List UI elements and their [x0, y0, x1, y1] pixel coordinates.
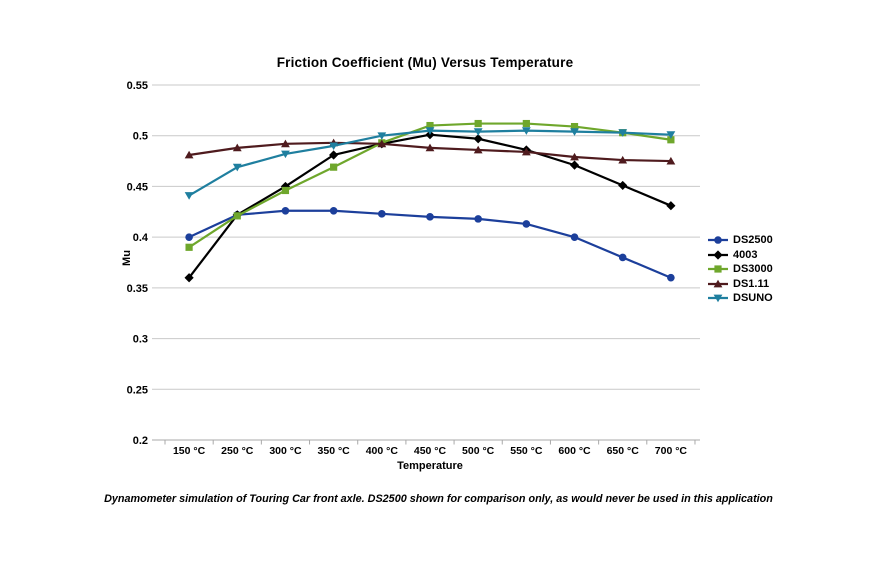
data-point-4003 [184, 273, 194, 283]
legend: DS2500 4003 DS3000 DS1.11 DSUNO [707, 233, 773, 306]
data-point-DS1.11 [473, 145, 483, 154]
data-point-DS1.11 [618, 155, 628, 164]
data-point-DS1.11 [232, 143, 242, 152]
legend-item-DS1.11: DS1.11 [707, 277, 773, 292]
x-axis-title: Temperature [397, 460, 463, 472]
data-point-DSUNO [425, 127, 435, 135]
data-point-DS3000 [330, 163, 338, 171]
data-point-DS1.11 [425, 143, 435, 152]
data-point-DS3000 [426, 121, 434, 130]
chart-title: Friction Coefficient (Mu) Versus Tempera… [276, 55, 574, 70]
y-tick-label: 0.5 [133, 131, 148, 143]
legend-marker-shape [714, 236, 722, 245]
legend-label: DS2500 [733, 234, 773, 247]
data-point-DS1.11 [281, 139, 290, 148]
data-point-DS2500 [426, 213, 434, 221]
legend-item-DS2500: DS2500 [707, 233, 773, 248]
legend-marker-shape [713, 250, 723, 260]
legend-marker-shape [713, 294, 723, 303]
data-point-DS2500 [281, 206, 290, 215]
data-point-DS3000 [570, 122, 579, 131]
legend-label: DS1.11 [733, 277, 770, 290]
y-tick-label: 0.25 [127, 384, 148, 396]
data-point-DS3000 [281, 186, 290, 195]
data-point-4003 [618, 180, 628, 191]
legend-marker-diamond-icon [708, 250, 728, 260]
data-point-DS1.11 [377, 139, 387, 148]
x-tick-label: 550 °C [510, 445, 543, 457]
data-point-4003 [473, 134, 483, 144]
series-line-4003 [187, 133, 672, 279]
data-point-DS3000 [185, 243, 193, 251]
legend-label: 4003 [733, 248, 758, 261]
legend-marker-shape [714, 265, 722, 273]
data-point-DSUNO [281, 150, 290, 159]
data-point-DSUNO [521, 127, 531, 135]
y-tick-label: 0.2 [133, 435, 148, 447]
legend-item-DS3000: DS3000 [707, 262, 773, 277]
data-point-DS3000 [474, 119, 482, 128]
data-point-DS1.11 [570, 152, 579, 161]
x-tick-label: 350 °C [318, 445, 351, 457]
data-point-DS2500 [378, 210, 386, 218]
data-point-DSUNO [232, 163, 242, 172]
x-tick-label: 700 °C [655, 445, 688, 457]
x-tick-label: 400 °C [366, 445, 399, 457]
legend-item-4003: 4003 [707, 248, 773, 263]
legend-label: DSUNO [733, 292, 773, 305]
data-point-4003 [666, 201, 676, 211]
data-point-DSUNO [473, 128, 483, 136]
x-tick-label: 150 °C [173, 445, 206, 457]
x-tick-label: 600 °C [558, 445, 591, 457]
legend-marker-square-icon [708, 265, 728, 273]
x-tick-label: 450 °C [414, 445, 447, 457]
data-point-DS1.11 [184, 150, 194, 159]
data-point-DS1.11 [521, 147, 531, 156]
data-point-DS2500 [618, 253, 627, 262]
data-point-DS3000 [522, 119, 530, 128]
x-tick-label: 300 °C [269, 445, 302, 457]
series-line-DS3000 [187, 122, 672, 249]
y-tick-label: 0.3 [133, 334, 148, 346]
y-tick-label: 0.35 [127, 283, 148, 295]
data-point-DS3000 [667, 136, 675, 144]
data-point-DSUNO [329, 142, 339, 151]
data-point-4003 [329, 150, 339, 160]
x-tick-label: 500 °C [462, 445, 495, 457]
data-point-DS2500 [185, 233, 193, 241]
legend-label: DS3000 [733, 263, 773, 276]
data-point-DSUNO [666, 131, 676, 139]
data-point-DS2500 [522, 220, 531, 228]
data-point-4003 [569, 160, 580, 170]
y-tick-label: 0.55 [127, 80, 148, 92]
x-tick-label: 650 °C [607, 445, 640, 457]
data-point-DS1.11 [666, 156, 676, 165]
series-line-DS2500 [187, 209, 672, 279]
legend-item-DSUNO: DSUNO [707, 291, 773, 306]
data-point-DS3000 [233, 212, 241, 220]
data-point-DSUNO [618, 129, 628, 137]
y-tick-label: 0.45 [127, 181, 148, 193]
data-point-DS2500 [329, 206, 338, 215]
legend-marker-triangle-up-icon [708, 279, 728, 288]
legend-marker-circle-icon [708, 236, 728, 245]
caption: Dynamometer simulation of Touring Car fr… [104, 493, 773, 505]
data-point-DS2500 [570, 233, 579, 241]
data-point-DSUNO [184, 192, 194, 200]
series-line-DSUNO [187, 129, 672, 197]
data-point-DSUNO [570, 128, 579, 136]
x-tick-label: 250 °C [221, 445, 254, 457]
data-point-DS2500 [667, 273, 675, 282]
data-point-DSUNO [377, 132, 387, 140]
y-tick-label: 0.4 [133, 232, 149, 244]
legend-marker-shape [713, 279, 723, 288]
legend-marker-triangle-down-icon [708, 294, 728, 303]
data-point-DS2500 [474, 215, 482, 223]
